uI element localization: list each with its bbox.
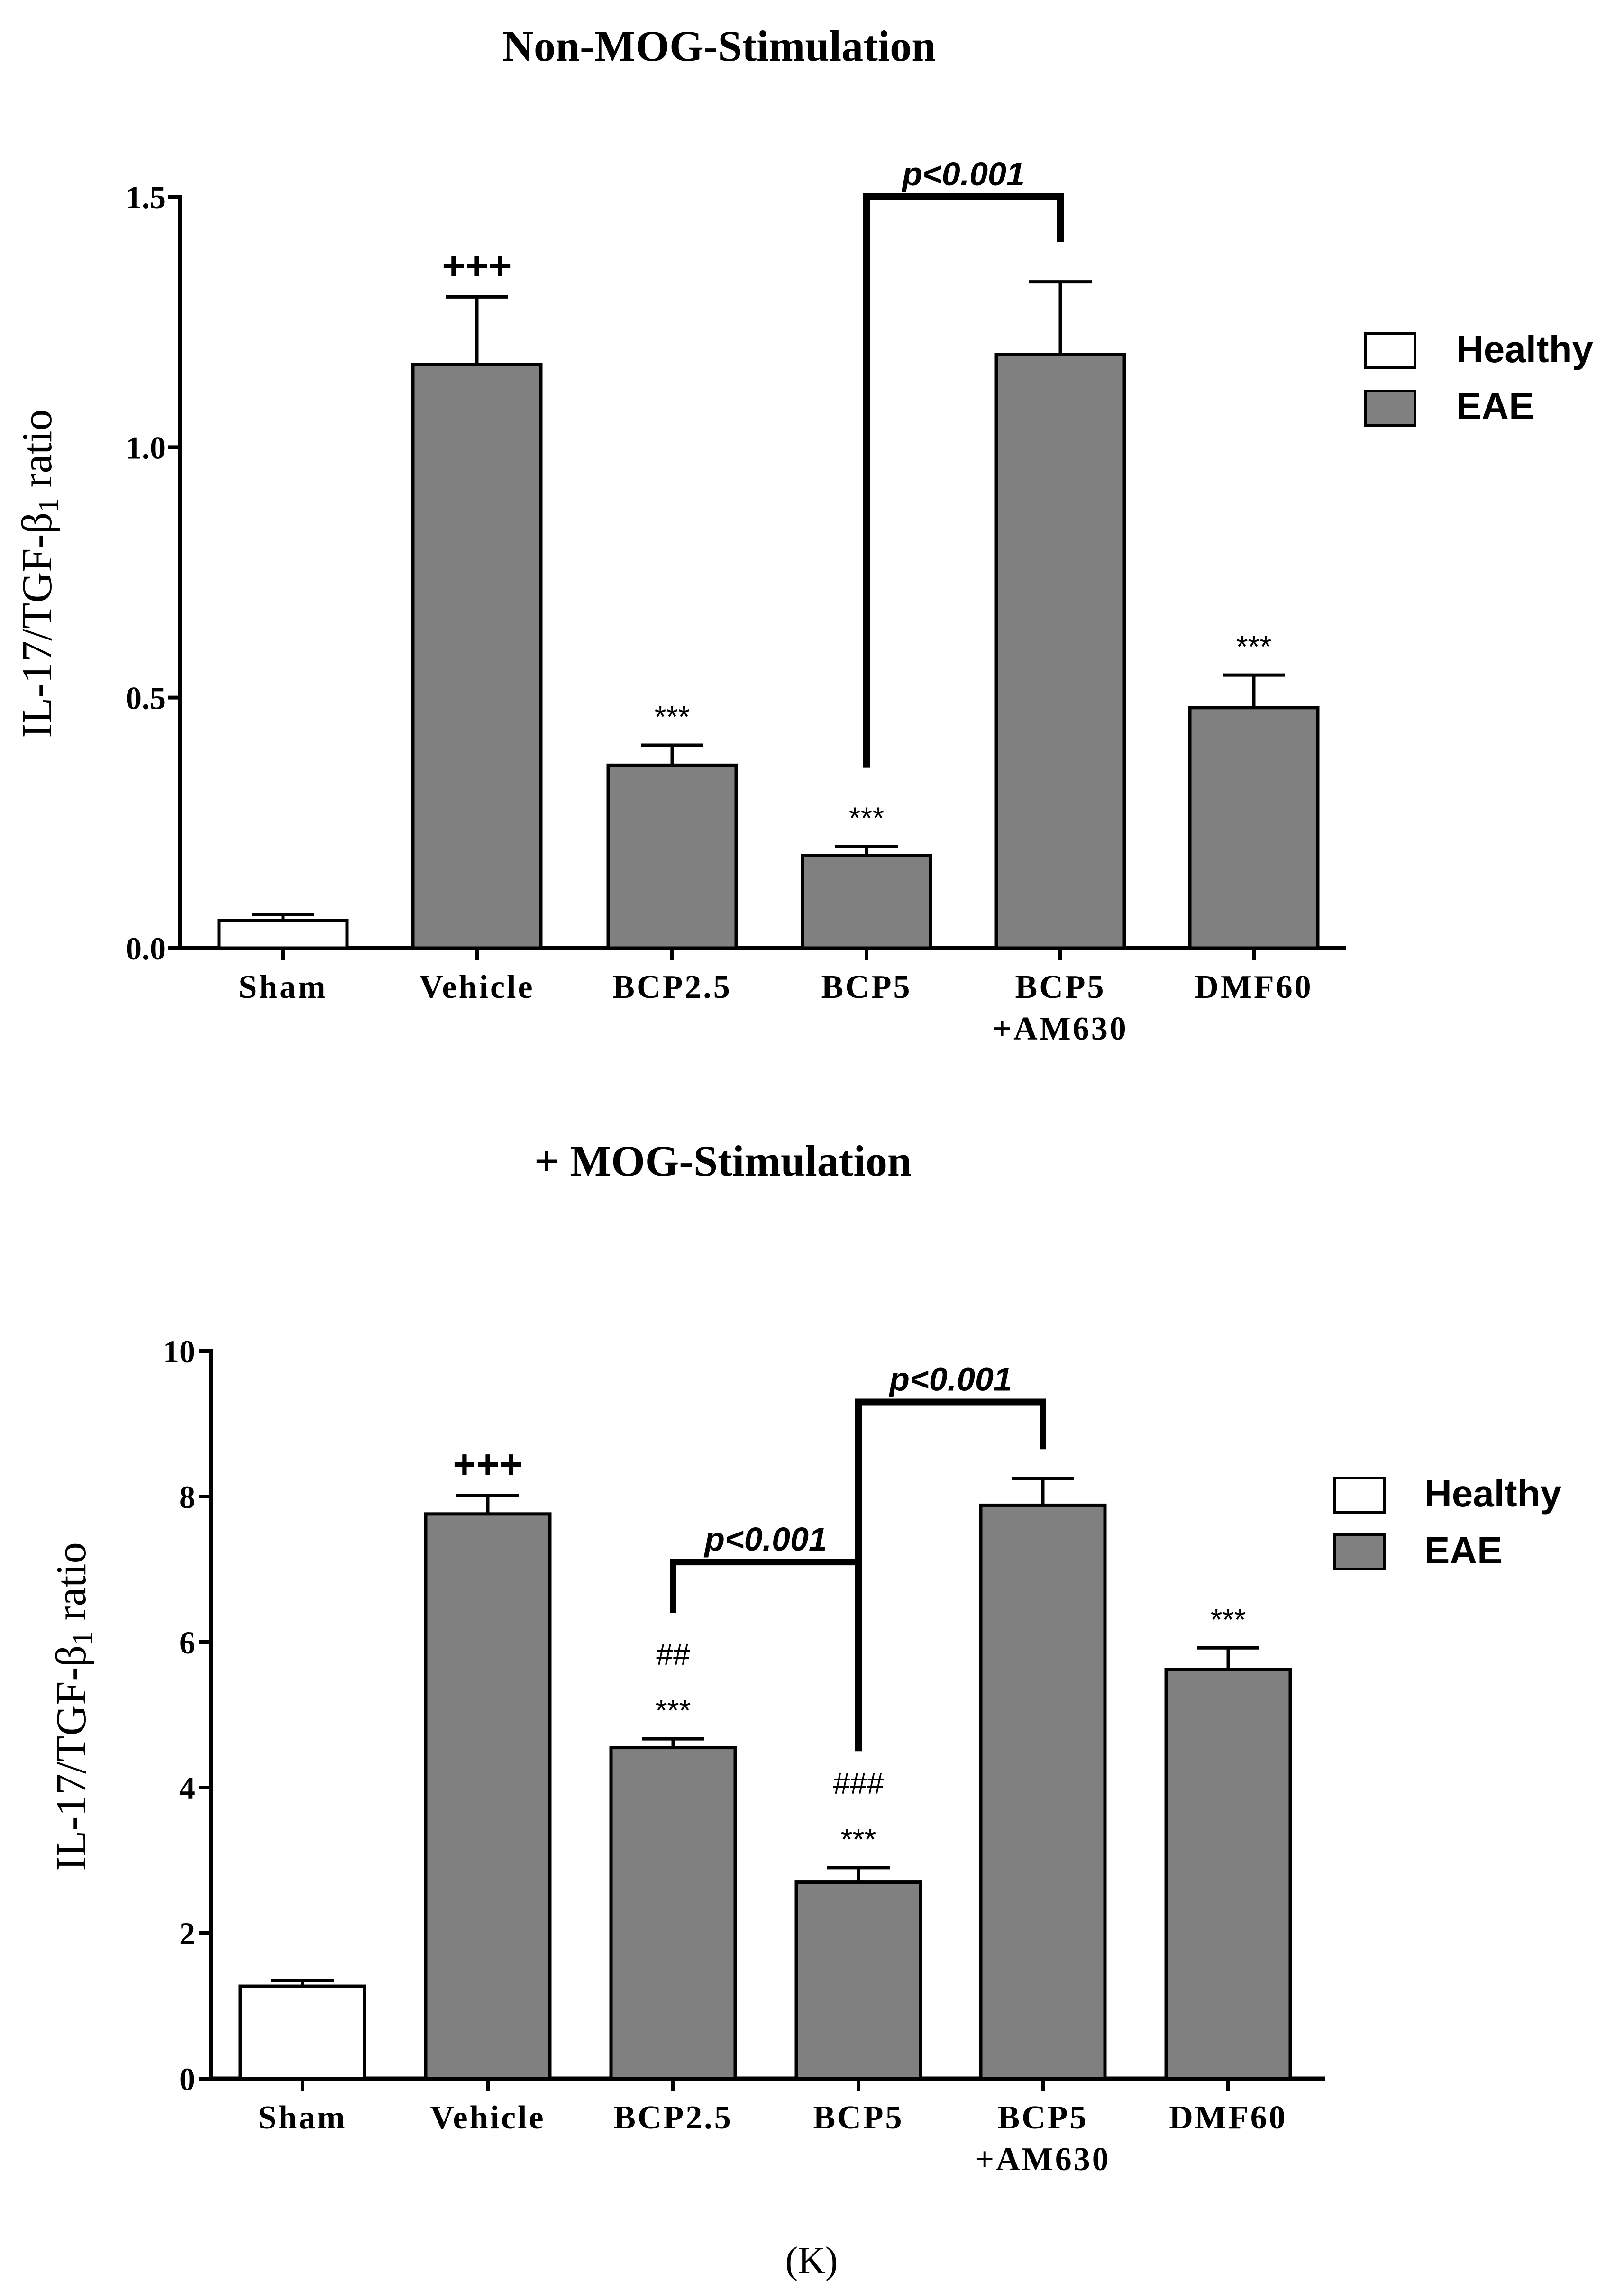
chart-mog: + MOG-Stimulation IL-17/TGF-β1 ratio 0 2 4…	[48, 1137, 1561, 2178]
chart-non-mog: Non-MOG-Stimulation IL-17/TGF-β1 ratio 0…	[14, 22, 1593, 1047]
x-tick-label: DMF60	[1169, 2099, 1287, 2136]
y-axis-label-subscript: 1	[33, 498, 64, 512]
bar	[217, 919, 349, 950]
significance-label: ##	[656, 1637, 690, 1671]
bar	[238, 1984, 366, 2081]
y-tick-label: 0.0	[126, 931, 166, 967]
y-axis-label-prefix: IL-17/TGF-β	[48, 1645, 95, 1871]
legend: Healthy EAE	[1364, 328, 1593, 427]
chart-title: + MOG-Stimulation	[534, 1137, 912, 1185]
y-tick-label: 8	[179, 1479, 195, 1515]
bar	[1164, 1668, 1292, 2081]
bar	[411, 363, 543, 950]
legend-label-eae: EAE	[1424, 1529, 1503, 1571]
x-tick-label: BCP5	[813, 2099, 904, 2136]
significance-bracket	[863, 193, 1064, 768]
legend-label-healthy: Healthy	[1424, 1472, 1561, 1515]
bar	[1188, 706, 1320, 950]
x-tick-label: +AM630	[993, 1011, 1128, 1047]
legend-label-healthy: Healthy	[1456, 328, 1593, 370]
y-axis-label-suffix: ratio	[14, 409, 61, 498]
bar	[979, 1503, 1107, 2081]
y-axis-label: IL-17/TGF-β1 ratio	[14, 409, 64, 738]
significance-label: ***	[656, 1693, 691, 1727]
bar	[794, 1880, 922, 2081]
plot-area: 0 2 4 6 8 10 Sham Vehicle BCP2.5 BCP5 BCP5 +AM630 DM…	[163, 1333, 1325, 2178]
x-tick-label: BCP5	[1015, 969, 1106, 1005]
y-axis-label-prefix: IL-17/TGF-β	[14, 512, 61, 738]
x-tick-label: Sham	[258, 2099, 347, 2136]
legend-swatch-healthy	[1364, 332, 1416, 369]
y-axis-label-suffix: ratio	[48, 1542, 95, 1631]
significance-label: +++	[453, 1442, 522, 1486]
y-tick-label: 4	[179, 1770, 195, 1806]
legend-swatch-eae	[1364, 390, 1416, 427]
y-axis-label: IL-17/TGF-β1 ratio	[48, 1542, 98, 1871]
bar	[606, 763, 738, 950]
chart-title: Non-MOG-Stimulation	[502, 22, 936, 70]
x-tick-label: BCP2.5	[613, 2099, 733, 2136]
bar	[801, 854, 932, 950]
y-tick-label: 1.0	[126, 429, 166, 466]
x-tick-label: BCP5	[821, 969, 912, 1005]
p-value-label: p<0.001	[703, 1521, 827, 1558]
x-tick-label: BCP5	[998, 2099, 1088, 2136]
y-tick-label: 10	[163, 1333, 195, 1369]
x-tick-label: BCP2.5	[612, 969, 732, 1005]
legend-swatch-healthy	[1333, 1477, 1386, 1514]
significance-label: ###	[833, 1766, 884, 1800]
p-value-label: p<0.001	[888, 1360, 1012, 1397]
significance-label: ***	[1236, 630, 1272, 664]
y-tick-label: 0.5	[126, 680, 166, 716]
significance-label: ***	[841, 1822, 876, 1856]
bar	[609, 1746, 737, 2081]
y-tick-label: 6	[179, 1625, 195, 1661]
significance-bracket	[670, 1559, 862, 1748]
significance-label: ***	[1211, 1602, 1246, 1636]
significance-label: ***	[849, 801, 885, 835]
x-tick-label: Sham	[238, 969, 327, 1005]
significance-label: ***	[655, 700, 690, 734]
legend-label-eae: EAE	[1456, 385, 1534, 427]
plot-area: 0.0 0.5 1.0 1.5 Sham Vehicle BCP2.5 BCP5 BCP5 +AM…	[126, 155, 1346, 1047]
y-tick-label: 1.5	[126, 179, 166, 215]
y-tick-label: 2	[179, 1916, 195, 1952]
p-value-label: p<0.001	[901, 155, 1025, 192]
legend: Healthy EAE	[1333, 1472, 1561, 1571]
y-tick-label: 0	[179, 2061, 195, 2097]
x-tick-label: Vehicle	[430, 2099, 545, 2136]
bar	[424, 1512, 552, 2081]
y-axis-label-subscript: 1	[67, 1631, 98, 1645]
x-tick-label: Vehicle	[419, 969, 534, 1005]
x-tick-label: +AM630	[975, 2141, 1111, 2178]
x-tick-label: DMF60	[1195, 969, 1313, 1005]
significance-label: +++	[442, 243, 511, 287]
legend-swatch-eae	[1333, 1533, 1386, 1570]
significance-bracket	[855, 1398, 1046, 1752]
bar	[994, 353, 1126, 950]
panel-label: (K)	[785, 2240, 838, 2282]
